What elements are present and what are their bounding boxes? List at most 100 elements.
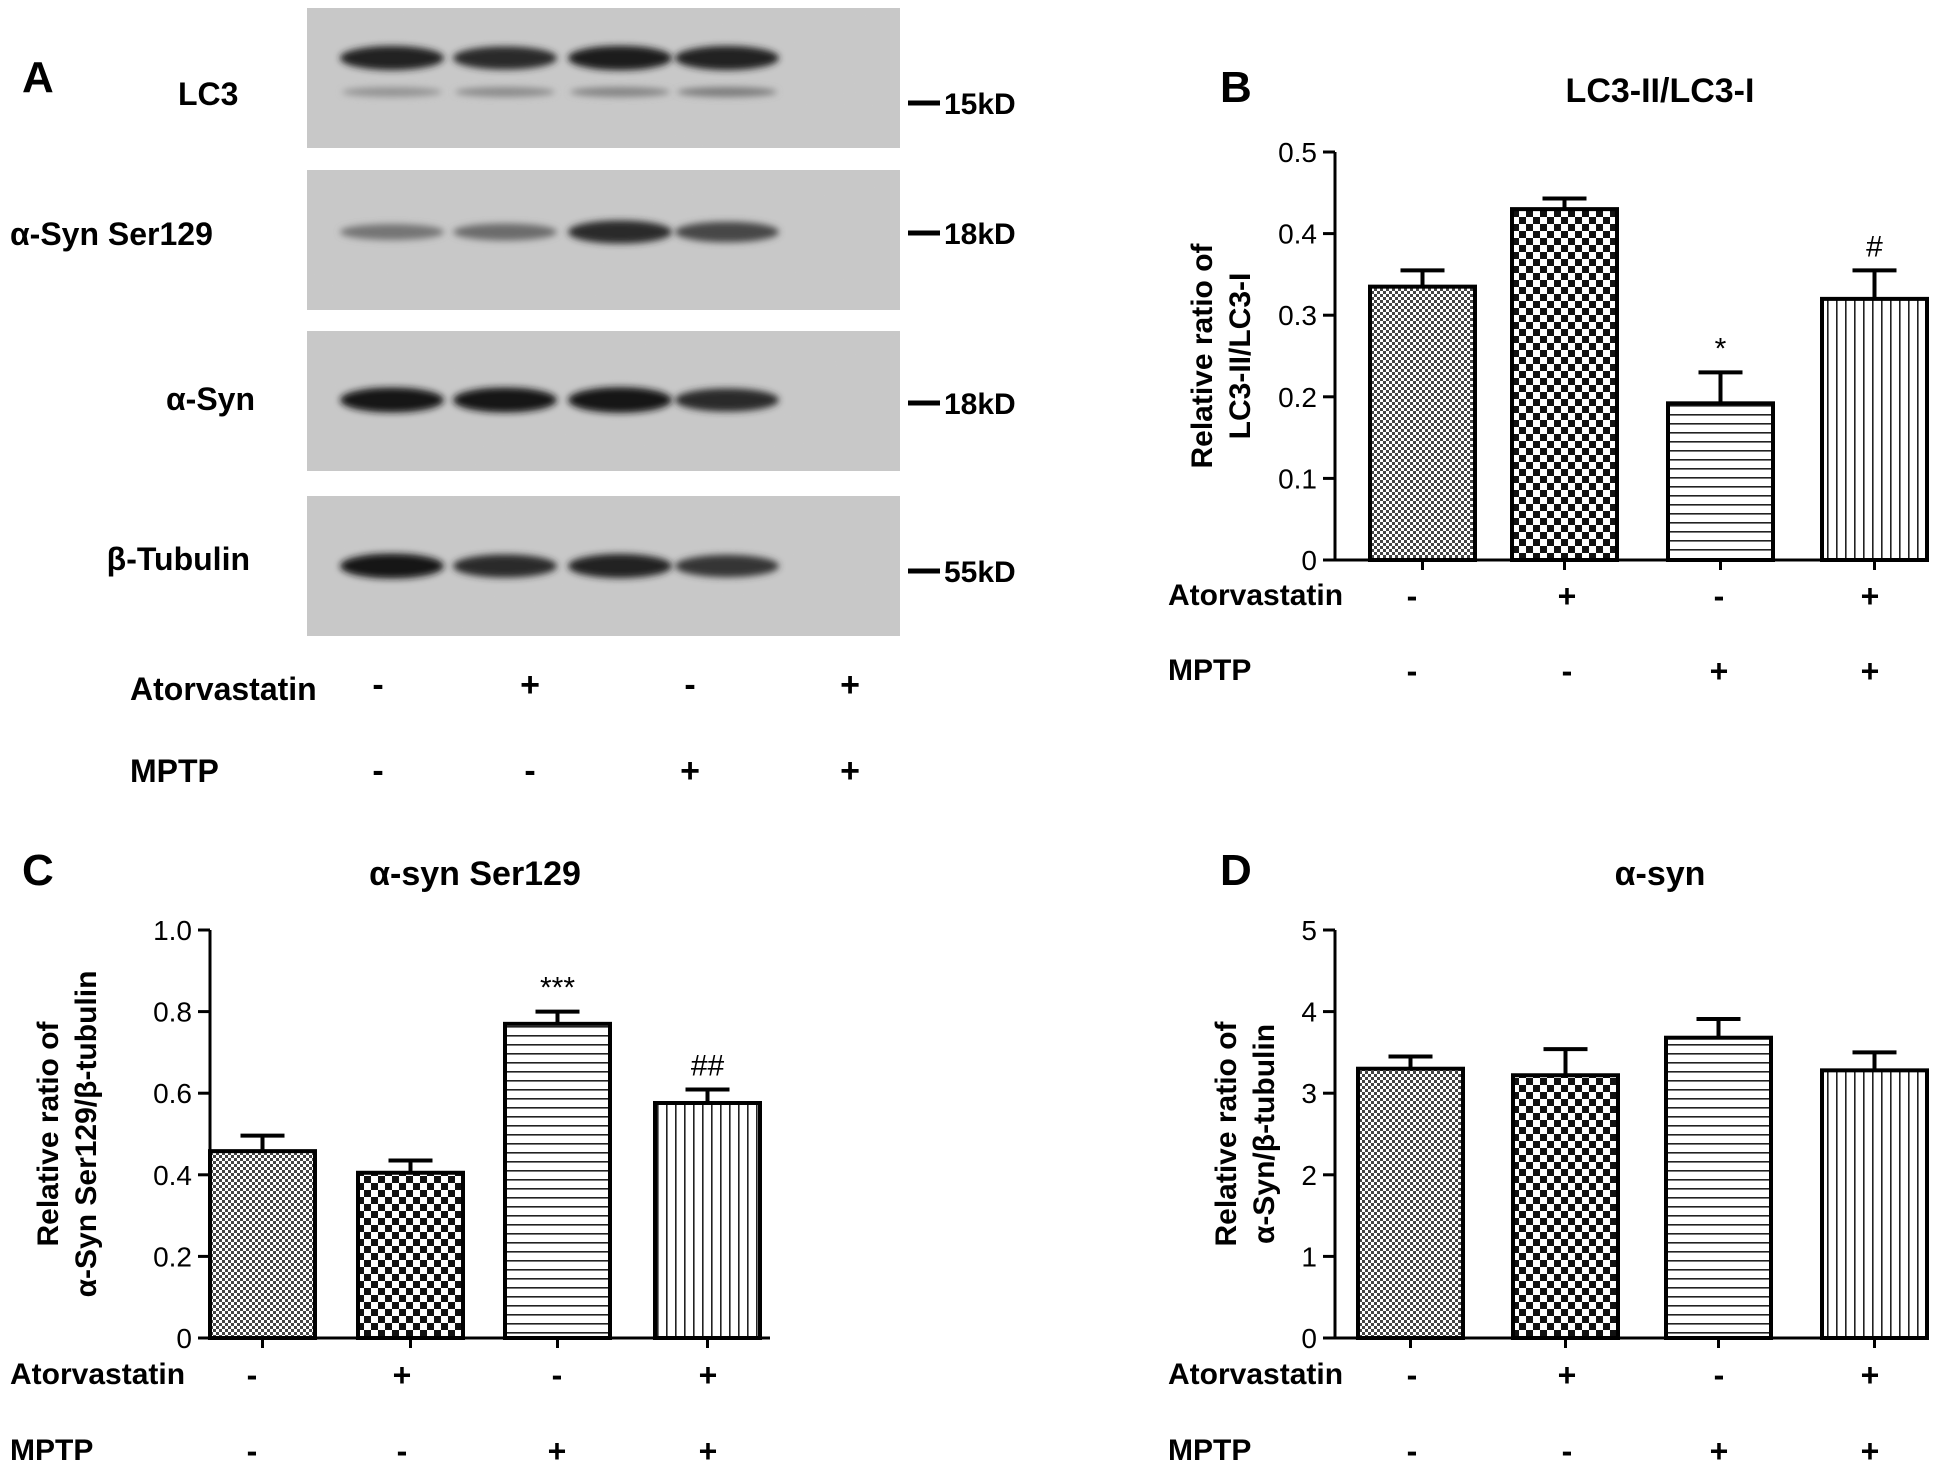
y-tick-label: 3 <box>1301 1078 1317 1109</box>
condition-value: - <box>684 666 695 704</box>
condition-value: + <box>1558 1357 1577 1393</box>
y-axis-label: Relative ratio of <box>32 1020 65 1246</box>
blot-band <box>340 45 444 71</box>
y-tick-label: 2 <box>1301 1160 1317 1191</box>
condition-value: + <box>840 666 860 704</box>
condition-value: + <box>699 1433 718 1469</box>
bar <box>1511 1073 1620 1341</box>
condition-value: - <box>247 1433 258 1469</box>
y-axis-label: Relative ratio of <box>1186 242 1219 468</box>
significance-annotation: * <box>1715 332 1727 365</box>
y-tick-label: 0 <box>176 1323 192 1354</box>
blot-label: α-Syn <box>166 381 255 417</box>
y-tick-label: 0.5 <box>1278 137 1317 168</box>
condition-value: + <box>1710 653 1729 689</box>
y-tick-label: 0 <box>1301 545 1317 576</box>
condition-value: + <box>520 666 540 704</box>
bar <box>1820 296 1929 562</box>
blot-band <box>675 45 779 71</box>
y-axis-label: Relative ratio of <box>1210 1020 1243 1246</box>
blot-band <box>675 554 779 578</box>
condition-value: + <box>840 752 860 790</box>
condition-value: - <box>1562 1433 1573 1469</box>
condition-value: - <box>1407 1357 1418 1393</box>
condition-label: Atorvastatin <box>130 671 317 707</box>
condition-value: - <box>372 752 383 790</box>
condition-value: - <box>1407 578 1418 614</box>
condition-label: MPTP <box>1168 654 1251 687</box>
condition-value: - <box>372 666 383 704</box>
condition-value: + <box>393 1357 412 1393</box>
y-tick-label: 0.3 <box>1278 300 1317 331</box>
y-tick-label: 0.2 <box>153 1241 192 1272</box>
y-tick-label: 0.6 <box>153 1078 192 1109</box>
blot-band <box>568 387 672 413</box>
marker-label: 15kD <box>944 88 1016 121</box>
blot-label: β-Tubulin <box>107 541 250 577</box>
panel-b-letter: B <box>1220 63 1252 112</box>
y-tick-label: 1 <box>1301 1241 1317 1272</box>
y-tick-label: 4 <box>1301 997 1317 1028</box>
bar <box>1356 1066 1465 1340</box>
y-tick-label: 0.8 <box>153 997 192 1028</box>
significance-annotation: ## <box>691 1050 725 1083</box>
blot-band <box>453 223 557 241</box>
blot-band-lower <box>342 87 442 97</box>
panel-d-letter: D <box>1220 846 1252 895</box>
blot-band-lower <box>570 87 670 97</box>
panel-b-chart: B LC3-II/LC3-I 0 0.1 0.2 0.3 0.4 0.5 Relative … <box>1168 63 1929 689</box>
blot-band <box>568 220 672 244</box>
blot-band <box>568 45 672 71</box>
y-tick-label: 1.0 <box>153 915 192 946</box>
panel-d-chart: D α-syn 0 1 2 3 4 5 Relative ratio of α-Syn/β-t… <box>1168 846 1929 1469</box>
y-axis-label: α-Syn/β-tubulin <box>1248 1024 1281 1244</box>
y-tick-label: 0 <box>1301 1323 1317 1354</box>
bar <box>1510 207 1619 562</box>
y-tick-label: 5 <box>1301 915 1317 946</box>
panel-c-letter: C <box>22 846 54 895</box>
condition-value: + <box>548 1433 567 1469</box>
condition-value: - <box>1714 1357 1725 1393</box>
bar <box>208 1149 317 1340</box>
bar <box>1368 284 1477 562</box>
blot-label: α-Syn Ser129 <box>10 216 213 252</box>
condition-label: MPTP <box>10 1434 93 1467</box>
marker-label: 55kD <box>944 556 1016 589</box>
panel-a-western-blot: A LC3 15kD α-Syn Ser129 18kD α-Syn 18kD β-Tubu… <box>10 8 1016 790</box>
blot-band <box>340 553 444 579</box>
panel-d-title: α-syn <box>1615 855 1706 893</box>
condition-value: + <box>1861 578 1880 614</box>
condition-value: - <box>1407 653 1418 689</box>
condition-value: - <box>552 1357 563 1393</box>
panel-c-chart: C α-syn Ser129 0 0.2 0.4 0.6 0.8 1.0 Relative … <box>10 846 770 1469</box>
bar <box>503 1021 612 1341</box>
blot-band <box>453 387 557 413</box>
condition-value: - <box>247 1357 258 1393</box>
condition-value: - <box>1407 1433 1418 1469</box>
y-tick-label: 0.4 <box>153 1160 192 1191</box>
y-tick-label: 0.1 <box>1278 463 1317 494</box>
condition-value: - <box>397 1433 408 1469</box>
significance-annotation: *** <box>540 972 575 1005</box>
bar <box>356 1170 465 1341</box>
blot-band <box>675 388 779 412</box>
y-axis-label: LC3-II/LC3-I <box>1224 273 1257 440</box>
blot-band <box>568 553 672 579</box>
condition-value: - <box>1714 578 1725 614</box>
condition-label: Atorvastatin <box>10 1358 185 1391</box>
condition-value: + <box>1558 578 1577 614</box>
blot-band <box>453 46 557 70</box>
blot-band <box>453 554 557 578</box>
bar <box>1666 401 1775 562</box>
condition-label: Atorvastatin <box>1168 1358 1343 1391</box>
bar <box>1820 1068 1929 1341</box>
blot-texture <box>307 8 900 148</box>
panel-a-letter: A <box>22 53 54 102</box>
condition-value: - <box>524 752 535 790</box>
marker-label: 18kD <box>944 388 1016 421</box>
condition-label: MPTP <box>130 753 219 789</box>
blot-band-lower <box>455 87 555 97</box>
condition-label: MPTP <box>1168 1434 1251 1467</box>
y-tick-label: 0.2 <box>1278 382 1317 413</box>
y-axis-label: α-Syn Ser129/β-tubulin <box>70 971 103 1298</box>
